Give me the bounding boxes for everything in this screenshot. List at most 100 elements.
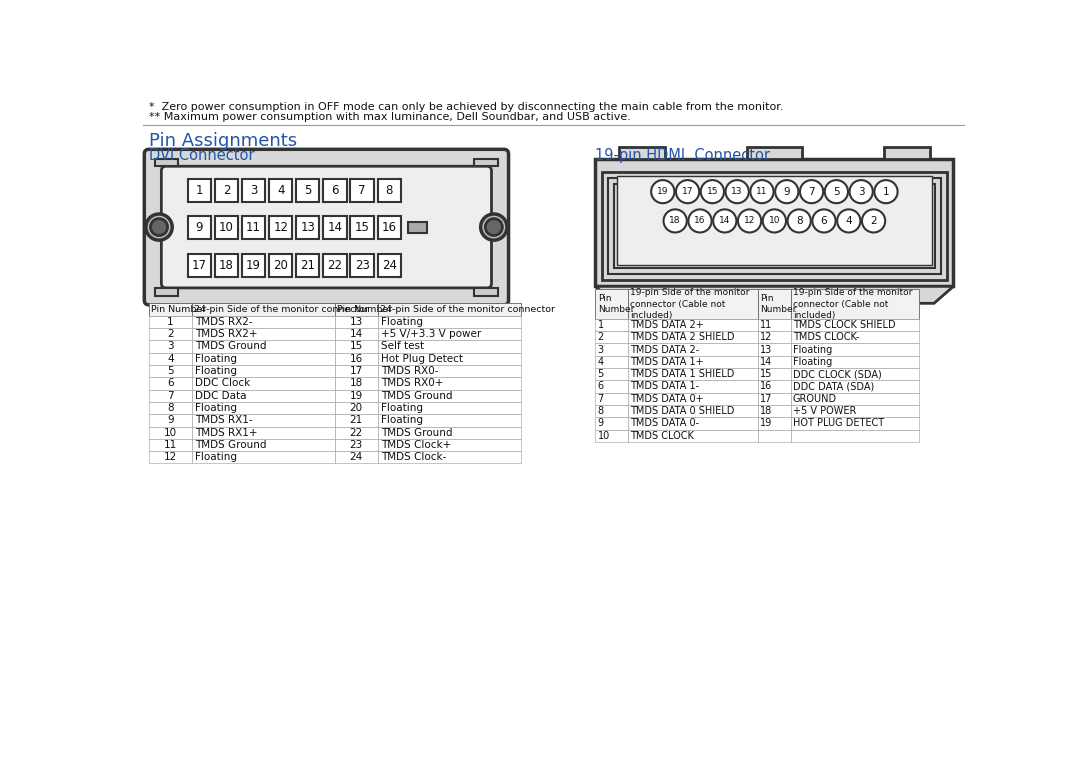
Bar	[758, 393, 791, 405]
Bar	[188, 179, 211, 201]
Bar	[335, 439, 378, 451]
Bar	[242, 254, 266, 277]
Text: 4: 4	[846, 216, 852, 226]
Bar	[335, 365, 378, 377]
Text: 18: 18	[670, 217, 680, 225]
Bar	[149, 304, 191, 316]
Text: 17: 17	[350, 366, 363, 376]
Text: 16: 16	[381, 221, 396, 233]
Circle shape	[651, 180, 674, 203]
Text: TMDS RX1+: TMDS RX1+	[194, 428, 257, 438]
Bar	[296, 254, 320, 277]
Bar	[595, 380, 627, 393]
Text: Pin Number: Pin Number	[151, 305, 206, 314]
Bar	[595, 319, 627, 331]
Bar	[191, 328, 335, 340]
Bar	[335, 353, 378, 365]
Text: 15: 15	[706, 187, 718, 196]
Bar	[215, 215, 238, 239]
Circle shape	[726, 180, 748, 203]
Circle shape	[663, 209, 687, 233]
Circle shape	[800, 180, 823, 203]
Bar	[378, 215, 401, 239]
Polygon shape	[595, 286, 954, 304]
Circle shape	[676, 180, 699, 203]
Circle shape	[825, 180, 848, 203]
Text: 14: 14	[760, 357, 772, 367]
Text: GROUND: GROUND	[793, 394, 837, 404]
Text: 1: 1	[167, 317, 174, 327]
Text: 18: 18	[760, 406, 772, 416]
Text: 22: 22	[327, 259, 342, 272]
Text: DVI Connector: DVI Connector	[149, 148, 255, 163]
Circle shape	[485, 219, 502, 236]
Text: 21: 21	[350, 415, 363, 425]
Text: 11: 11	[756, 187, 768, 196]
Text: 2: 2	[222, 184, 230, 197]
Text: 12: 12	[744, 217, 755, 225]
Text: 5: 5	[305, 184, 311, 197]
Text: 19-pin HDMI  Connector: 19-pin HDMI Connector	[595, 148, 770, 163]
Bar	[378, 328, 521, 340]
Bar	[378, 377, 521, 390]
Text: 8: 8	[597, 406, 604, 416]
Bar	[191, 304, 335, 316]
Bar	[191, 353, 335, 365]
Text: 4: 4	[167, 354, 174, 364]
Text: TMDS Ground: TMDS Ground	[194, 440, 266, 450]
Text: 18: 18	[219, 259, 234, 272]
Bar	[149, 390, 191, 402]
Bar	[378, 316, 521, 328]
Text: 8: 8	[167, 403, 174, 413]
Circle shape	[751, 180, 773, 203]
Bar	[269, 179, 293, 201]
Circle shape	[701, 180, 724, 203]
Circle shape	[688, 209, 712, 233]
Circle shape	[875, 180, 897, 203]
Text: TMDS CLOCK: TMDS CLOCK	[631, 431, 694, 441]
Text: Self test: Self test	[380, 341, 423, 352]
Text: *  Zero power consumption in OFF mode can only be achieved by disconnecting the : * Zero power consumption in OFF mode can…	[149, 101, 783, 111]
Text: 14: 14	[327, 221, 342, 233]
Bar	[215, 179, 238, 201]
Text: 8: 8	[386, 184, 393, 197]
Bar	[335, 377, 378, 390]
Bar	[191, 390, 335, 402]
Text: 24: 24	[381, 259, 396, 272]
Bar	[191, 340, 335, 353]
Text: 19-pin Side of the monitor
connector (Cable not
included): 19-pin Side of the monitor connector (Ca…	[793, 288, 913, 320]
Bar	[408, 223, 428, 233]
Text: TMDS DATA 0-: TMDS DATA 0-	[631, 418, 700, 429]
Bar	[747, 147, 801, 159]
Bar	[758, 331, 791, 343]
Bar	[758, 289, 791, 319]
Bar	[791, 393, 918, 405]
Text: 6: 6	[167, 378, 174, 388]
Text: 2: 2	[870, 216, 877, 226]
Text: 23: 23	[354, 259, 369, 272]
Text: 7: 7	[167, 391, 174, 401]
Bar	[149, 365, 191, 377]
Bar	[758, 380, 791, 393]
Circle shape	[713, 209, 737, 233]
Text: 3: 3	[249, 184, 257, 197]
Text: 7: 7	[359, 184, 366, 197]
Bar	[296, 179, 320, 201]
Bar	[595, 368, 627, 380]
Text: TMDS DATA 2 SHIELD: TMDS DATA 2 SHIELD	[631, 332, 734, 342]
Text: 17: 17	[760, 394, 773, 404]
Text: 20: 20	[273, 259, 288, 272]
Text: +5 V/+3.3 V power: +5 V/+3.3 V power	[380, 329, 481, 339]
Text: TMDS Ground: TMDS Ground	[380, 391, 453, 401]
FancyBboxPatch shape	[161, 166, 491, 288]
Text: TMDS DATA 0+: TMDS DATA 0+	[631, 394, 704, 404]
Circle shape	[850, 180, 873, 203]
Text: 22: 22	[350, 428, 363, 438]
Bar	[619, 147, 665, 159]
Text: 5: 5	[597, 369, 604, 379]
Text: 11: 11	[164, 440, 177, 450]
Text: TMDS RX0+: TMDS RX0+	[380, 378, 443, 388]
Bar	[378, 427, 521, 439]
Circle shape	[738, 209, 761, 233]
Text: +5 V POWER: +5 V POWER	[793, 406, 856, 416]
